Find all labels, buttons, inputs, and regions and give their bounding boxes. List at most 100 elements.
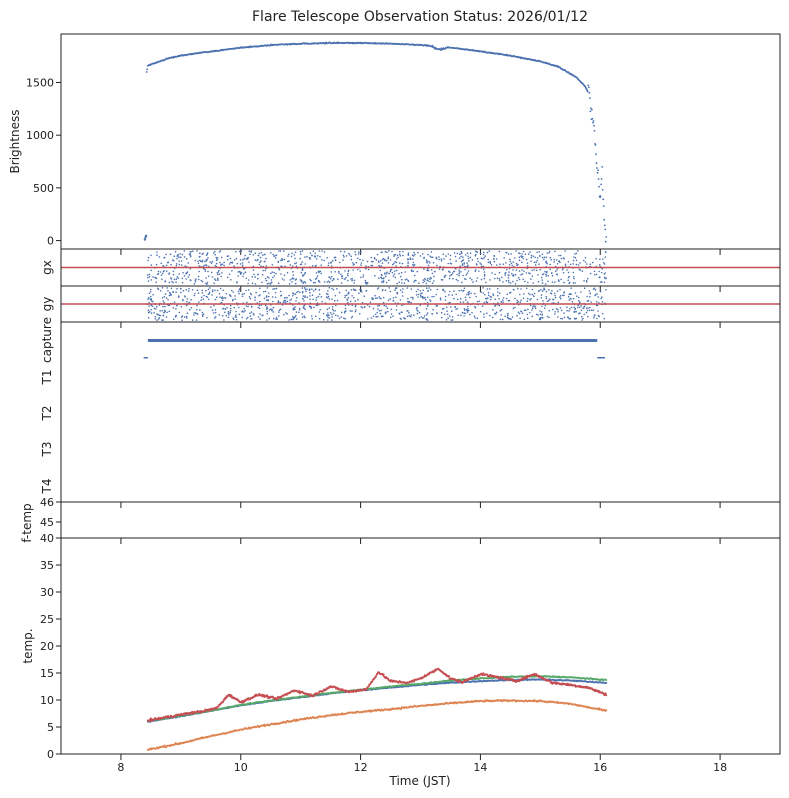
gx-point [205, 264, 207, 266]
gx-point [243, 257, 246, 260]
gy-point [344, 296, 346, 299]
gy-point [435, 312, 438, 314]
brightness-point [588, 86, 590, 89]
gx-point [174, 250, 177, 253]
gy-point [525, 287, 528, 290]
gy-point [194, 312, 197, 314]
gy-point [436, 304, 439, 307]
gx-point [380, 273, 383, 276]
gx-point [516, 279, 518, 282]
gy-point [303, 300, 305, 302]
gy-point [467, 308, 469, 310]
gy-point [274, 291, 277, 294]
gy-point [473, 315, 476, 317]
gy-point [374, 294, 376, 297]
gx-point [475, 280, 478, 282]
gx-point [197, 260, 199, 263]
brightness-point [602, 198, 605, 201]
gy-point [331, 319, 333, 321]
brightness-point [604, 240, 607, 243]
gx-point [489, 260, 492, 263]
gx-point [360, 276, 362, 279]
gx-point [401, 278, 403, 281]
gx-point [539, 255, 541, 257]
gx-point [194, 259, 197, 262]
gx-point [498, 250, 501, 253]
gx-point [179, 253, 181, 255]
gy-point [318, 317, 321, 320]
gy-point [384, 289, 387, 292]
gy-point [218, 314, 221, 316]
gy-point [536, 298, 539, 301]
gx-point [244, 254, 246, 257]
brightness-point [595, 162, 598, 165]
gy-point [574, 292, 577, 294]
gx-point [248, 261, 250, 263]
gx-point [407, 264, 409, 267]
gx-point [458, 272, 461, 275]
gx-point [161, 278, 163, 281]
gx-point [351, 279, 353, 282]
gx-point [444, 274, 447, 277]
brightness-point [589, 110, 592, 113]
gx-point [525, 258, 528, 261]
gy-point [283, 313, 285, 316]
gy-point [344, 304, 347, 307]
gx-point [205, 260, 208, 262]
gx-point [389, 270, 392, 273]
gx-point [505, 262, 507, 264]
gy-point [159, 310, 161, 312]
gx-point [353, 263, 355, 266]
gy-point [166, 287, 168, 289]
gx-point [561, 268, 564, 271]
gx-point [292, 270, 294, 273]
gx-point [300, 280, 303, 283]
gy-point [358, 313, 361, 315]
gy-point [276, 318, 278, 320]
gy-point [328, 298, 331, 300]
gx-point [404, 279, 407, 281]
gy-point [601, 296, 603, 299]
gx-point [601, 268, 604, 270]
gy-point [486, 288, 489, 290]
gy-point [170, 287, 173, 290]
gx-point [254, 259, 257, 261]
gx-point [554, 281, 556, 283]
gx-point [395, 261, 398, 264]
gy-point [469, 313, 471, 316]
gx-point [279, 250, 282, 252]
gy-point [450, 319, 453, 321]
gx-point [178, 260, 180, 262]
gy-point [328, 317, 331, 319]
gx-point [384, 259, 386, 262]
gy-point [538, 318, 541, 321]
x-axis-label: Time (JST) [388, 774, 450, 788]
gx-point [330, 271, 333, 273]
gx-point [522, 250, 525, 253]
gy-point [303, 307, 305, 310]
gx-point [509, 260, 512, 263]
gx-point [344, 270, 346, 272]
gx-point [430, 277, 433, 280]
gy-point [529, 304, 532, 307]
gx-point [283, 279, 285, 281]
gx-point [427, 277, 429, 280]
gx-point [575, 263, 578, 266]
gy-point [426, 319, 429, 322]
gy-point [301, 316, 304, 319]
gx-point [337, 278, 339, 281]
temp-point-orange [162, 746, 165, 748]
gx-point [217, 271, 220, 273]
gx-point [508, 264, 511, 266]
gx-point [216, 257, 219, 259]
gx-point [310, 279, 312, 282]
gx-point [216, 272, 218, 274]
gx-point [431, 256, 434, 259]
gx-point [245, 277, 248, 280]
gy-point [235, 318, 238, 321]
gx-point [334, 256, 337, 259]
gx-point [414, 279, 416, 282]
gy-point [266, 319, 268, 321]
gx-point [287, 255, 289, 257]
gy-point [517, 300, 520, 303]
